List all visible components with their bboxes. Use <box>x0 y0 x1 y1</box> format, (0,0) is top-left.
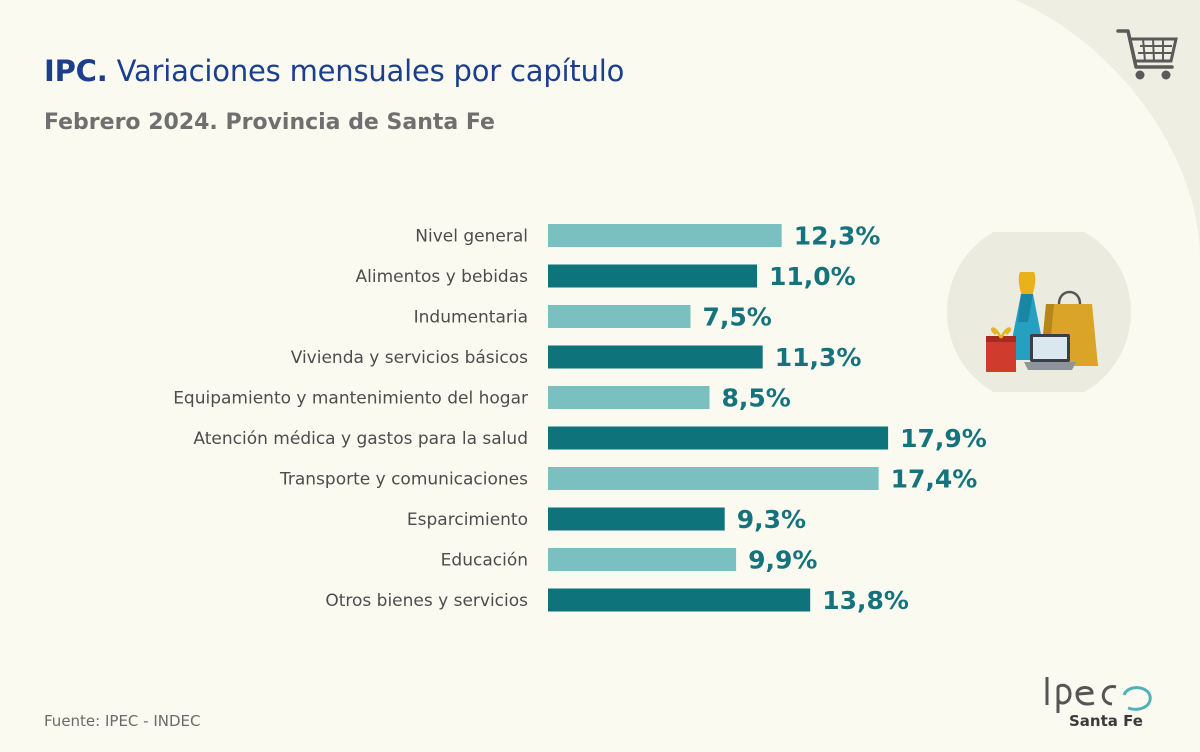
ipec-logo-mark <box>1045 677 1152 713</box>
category-label: Alimentos y bebidas <box>356 267 529 287</box>
ipec-logo-subtext: Santa Fe <box>1069 712 1143 730</box>
source-note: Fuente: IPEC - INDEC <box>44 712 201 730</box>
value-label: 11,0% <box>769 262 856 291</box>
bar <box>548 386 710 409</box>
value-label: 13,8% <box>822 586 909 615</box>
category-label: Equipamiento y mantenimiento del hogar <box>173 389 528 409</box>
bar <box>548 467 879 490</box>
bar <box>548 224 782 247</box>
shopping-cart-icon <box>1116 29 1178 80</box>
chart-subtitle: Febrero 2024. Provincia de Santa Fe <box>44 110 495 135</box>
value-label: 8,5% <box>722 384 791 413</box>
category-label: Transporte y comunicaciones <box>279 470 528 490</box>
value-label: 9,3% <box>737 505 806 534</box>
value-label: 7,5% <box>703 303 772 332</box>
title-bold: IPC. <box>44 54 108 88</box>
chart-title: IPC. Variaciones mensuales por capítulo <box>44 54 624 88</box>
bar <box>548 426 889 450</box>
category-label: Atención médica y gastos para la salud <box>193 429 528 449</box>
ipec-logo: Santa Fe <box>1040 672 1160 732</box>
bar <box>548 548 737 571</box>
bar <box>548 507 725 531</box>
bar <box>548 264 757 288</box>
value-label: 17,9% <box>900 424 987 453</box>
bar <box>548 305 691 328</box>
bar <box>548 588 811 612</box>
category-label: Educación <box>441 551 528 571</box>
category-label: Otros bienes y servicios <box>325 591 528 611</box>
value-label: 11,3% <box>775 343 862 372</box>
bar <box>548 345 763 369</box>
category-label: Nivel general <box>415 227 528 247</box>
value-label: 9,9% <box>748 546 817 575</box>
category-label: Vivienda y servicios básicos <box>291 348 528 368</box>
value-label: 12,3% <box>794 222 881 251</box>
title-rest: Variaciones mensuales por capítulo <box>116 54 625 88</box>
shopping-products-illustration <box>947 232 1131 392</box>
category-label: Indumentaria <box>414 308 528 328</box>
subtitle-rest: Provincia de Santa Fe <box>225 110 495 135</box>
subtitle-bold: Febrero 2024. <box>44 110 218 135</box>
value-label: 17,4% <box>891 465 978 494</box>
category-label: Esparcimiento <box>407 510 528 530</box>
